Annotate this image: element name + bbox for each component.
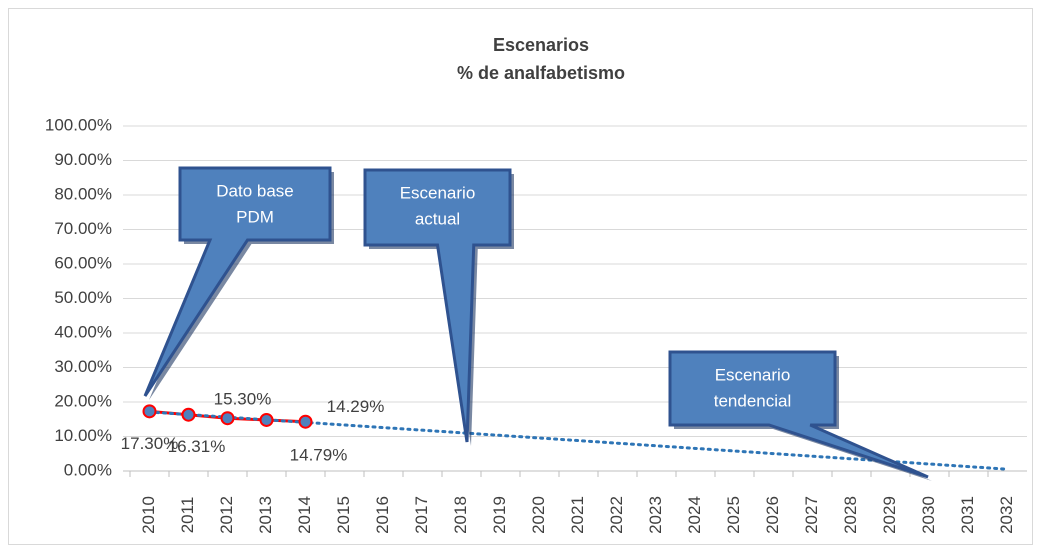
trendline: [148, 410, 1009, 471]
marker: [142, 404, 157, 419]
y-tick-label: 10.00%: [54, 426, 112, 445]
y-tick-label: 100.00%: [45, 115, 112, 134]
chart-title: Escenarios: [493, 35, 589, 55]
x-tick-label: 2027: [802, 496, 821, 534]
y-tick-label: 0.00%: [64, 460, 112, 479]
x-tick-label: 2020: [529, 496, 548, 534]
callout: [363, 168, 512, 443]
chart-border: [8, 8, 1033, 545]
callout-text: Escenario: [400, 183, 476, 202]
callout: [143, 166, 332, 397]
callout-text: Dato base: [216, 181, 294, 200]
data-label: 14.79%: [290, 445, 348, 464]
y-tick-label: 30.00%: [54, 357, 112, 376]
y-tick-label: 50.00%: [54, 288, 112, 307]
callout: [668, 350, 929, 479]
x-tick-label: 2026: [763, 496, 782, 534]
callout-text: Escenario: [715, 365, 791, 384]
x-tick-label: 2015: [334, 496, 353, 534]
callout-text: actual: [415, 209, 460, 228]
x-tick-label: 2032: [997, 496, 1016, 534]
y-tick-label: 40.00%: [54, 322, 112, 341]
x-tick-label: 2010: [139, 496, 158, 534]
marker: [298, 414, 313, 429]
y-tick-label: 80.00%: [54, 184, 112, 203]
x-tick-label: 2023: [646, 496, 665, 534]
x-tick-label: 2016: [373, 496, 392, 534]
y-tick-label: 90.00%: [54, 150, 112, 169]
y-tick-label: 60.00%: [54, 253, 112, 272]
x-tick-label: 2031: [958, 496, 977, 534]
data-label: 14.29%: [327, 397, 385, 416]
x-tick-label: 2018: [451, 496, 470, 534]
y-tick-label: 70.00%: [54, 219, 112, 238]
x-tick-label: 2030: [919, 496, 938, 534]
x-tick-label: 2028: [841, 496, 860, 534]
x-tick-label: 2011: [178, 497, 197, 534]
x-tick-label: 2029: [880, 496, 899, 534]
x-tick-label: 2025: [724, 496, 743, 534]
marker: [220, 411, 235, 426]
y-tick-label: 20.00%: [54, 391, 112, 410]
data-label: 17.30%: [121, 434, 179, 453]
data-label: 16.31%: [168, 437, 226, 456]
marker: [181, 407, 196, 422]
x-tick-label: 2012: [217, 496, 236, 534]
x-tick-label: 2013: [256, 496, 275, 534]
x-tick-label: 2024: [685, 496, 704, 534]
x-tick-label: 2019: [490, 496, 509, 534]
x-tick-label: 2014: [295, 496, 314, 534]
data-label: 15.30%: [214, 390, 272, 409]
callout-text: tendencial: [714, 391, 792, 410]
x-tick-label: 2021: [568, 496, 587, 534]
marker: [259, 412, 274, 427]
chart-subtitle: % de analfabetismo: [457, 63, 625, 83]
callout-text: PDM: [236, 207, 274, 226]
x-tick-label: 2017: [412, 496, 431, 534]
x-tick-label: 2022: [607, 496, 626, 534]
